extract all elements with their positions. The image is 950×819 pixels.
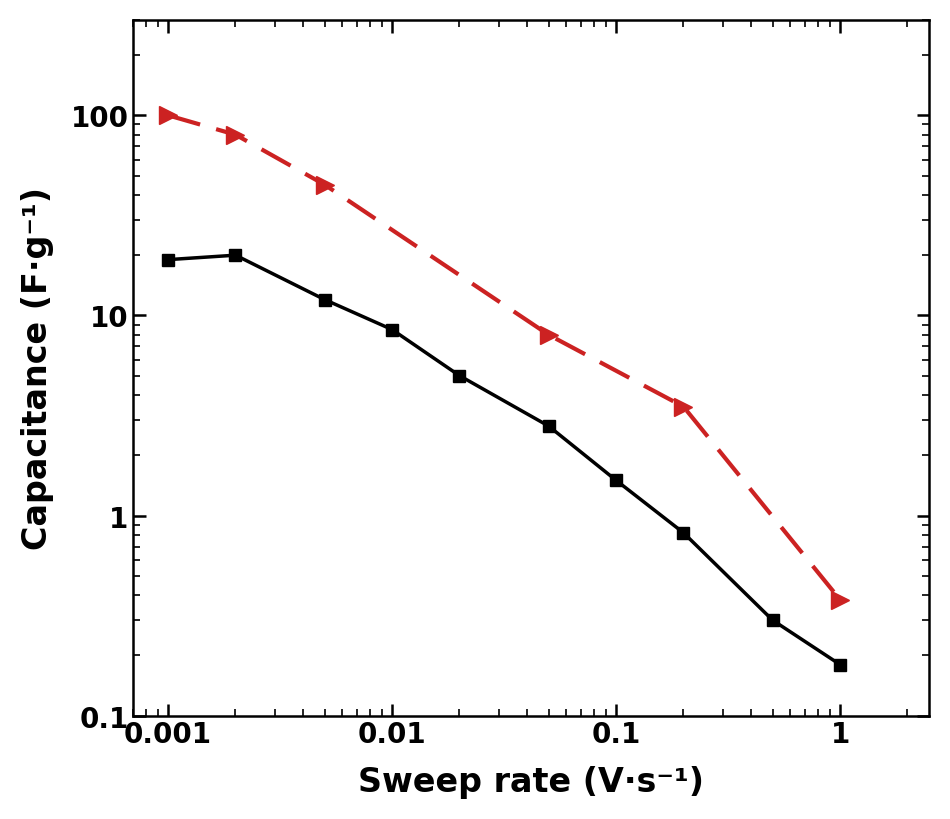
Y-axis label: Capacitance (F·g⁻¹): Capacitance (F·g⁻¹) [21,187,54,550]
X-axis label: Sweep rate (V·s⁻¹): Sweep rate (V·s⁻¹) [358,765,704,799]
